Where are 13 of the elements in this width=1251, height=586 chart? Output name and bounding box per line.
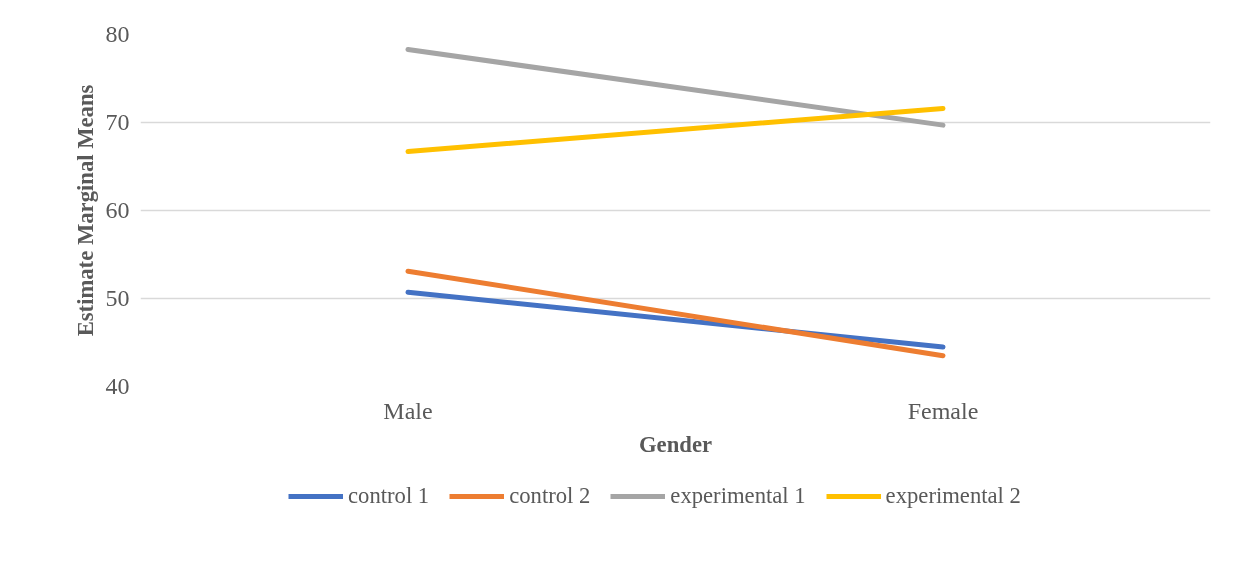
y-tick-label: 50 [105, 285, 130, 311]
y-tick-label: 40 [105, 373, 130, 399]
legend-label: control 1 [348, 483, 430, 509]
legend-label: experimental 2 [885, 483, 1021, 509]
x-axis-title: Gender [639, 431, 712, 457]
x-tick-label: Female [907, 397, 979, 424]
legend-label: control 2 [509, 483, 591, 509]
x-tick-label: Male [383, 397, 433, 424]
y-tick-label: 70 [105, 109, 130, 135]
y-tick-label: 80 [105, 21, 130, 47]
legend-label: experimental 1 [670, 483, 806, 509]
y-axis-title: Estimate Marginal Means [72, 84, 98, 337]
y-tick-label: 60 [105, 197, 130, 223]
